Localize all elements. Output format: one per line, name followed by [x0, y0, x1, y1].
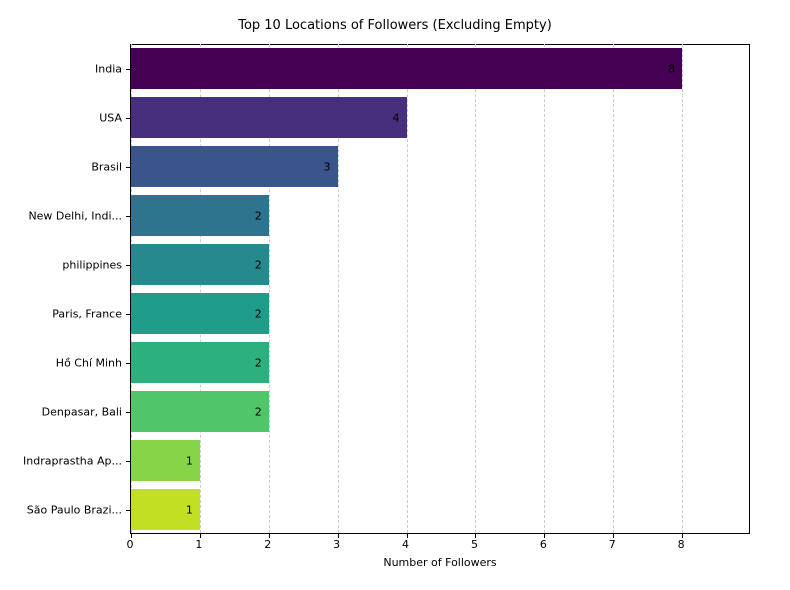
y-tick-label: São Paulo Brazi...: [27, 503, 122, 516]
y-tick-label: India: [95, 62, 122, 75]
y-tick-label: Indraprastha Ap...: [23, 454, 122, 467]
bar: [131, 48, 682, 88]
x-tick-label: 1: [195, 538, 202, 551]
chart-title: Top 10 Locations of Followers (Excluding…: [0, 18, 790, 33]
bar: [131, 342, 269, 382]
gridline: [682, 44, 683, 533]
x-axis-labels: 0 1 2 3 4 5 6 7 8: [130, 534, 750, 554]
y-tick-label: philippines: [62, 258, 122, 271]
x-tick-label: 8: [678, 538, 685, 551]
y-tick-label: Hồ Chí Minh: [56, 356, 122, 369]
bar: [131, 244, 269, 284]
y-tick-label: USA: [99, 111, 122, 124]
x-tick-label: 2: [264, 538, 271, 551]
bar-value-label: 8: [668, 62, 675, 75]
gridline: [544, 44, 545, 533]
bar-value-label: 2: [255, 258, 262, 271]
bar: [131, 195, 269, 235]
bar-value-label: 2: [255, 356, 262, 369]
bar: [131, 146, 338, 186]
y-axis-labels: India USA Brasil New Delhi, Indi... philippi…: [0, 44, 128, 534]
x-tick-label: 3: [333, 538, 340, 551]
plot-area: 8 4 3 2 2 2 2 2 1 1: [130, 44, 750, 534]
bar-value-label: 2: [255, 209, 262, 222]
bar-value-label: 2: [255, 307, 262, 320]
gridline: [407, 44, 408, 533]
x-tick-label: 7: [609, 538, 616, 551]
x-tick-label: 4: [402, 538, 409, 551]
y-tick-label: Brasil: [91, 160, 122, 173]
gridline: [475, 44, 476, 533]
y-tick-label: Denpasar, Bali: [42, 405, 122, 418]
bar-value-label: 2: [255, 405, 262, 418]
y-tick-label: Paris, France: [52, 307, 122, 320]
bar: [131, 293, 269, 333]
y-tick-label: New Delhi, Indi...: [28, 209, 122, 222]
bar-value-label: 1: [186, 454, 193, 467]
bar: [131, 97, 407, 137]
bar-value-label: 4: [393, 111, 400, 124]
x-axis-title: Number of Followers: [130, 556, 750, 569]
x-tick-label: 0: [127, 538, 134, 551]
bar-value-label: 1: [186, 503, 193, 516]
x-tick-label: 5: [471, 538, 478, 551]
x-tick-label: 6: [540, 538, 547, 551]
gridline: [613, 44, 614, 533]
chart-container: Top 10 Locations of Followers (Excluding…: [0, 0, 790, 590]
bar: [131, 391, 269, 431]
bar-value-label: 3: [324, 160, 331, 173]
